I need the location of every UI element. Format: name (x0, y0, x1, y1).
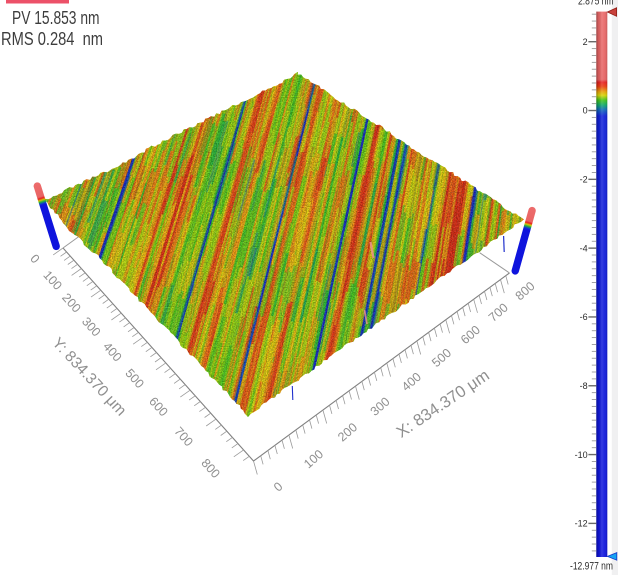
svg-text:2.875 nm: 2.875 nm (578, 0, 614, 7)
svg-text:100: 100 (301, 447, 326, 471)
svg-text:-12: -12 (575, 519, 588, 529)
svg-text:200: 200 (335, 420, 360, 444)
svg-text:-6: -6 (580, 312, 588, 322)
svg-text:300: 300 (368, 394, 393, 418)
svg-text:700: 700 (486, 300, 511, 324)
svg-text:0: 0 (583, 106, 588, 116)
svg-text:-10: -10 (575, 450, 588, 460)
svg-text:400: 400 (399, 370, 424, 394)
svg-text:500: 500 (122, 366, 146, 391)
svg-text:600: 600 (146, 394, 170, 419)
svg-text:0: 0 (27, 252, 42, 267)
svg-text:200: 200 (59, 291, 83, 316)
svg-text:-8: -8 (580, 381, 588, 391)
svg-text:-2: -2 (580, 175, 588, 185)
svg-text:0: 0 (271, 479, 285, 494)
svg-text:RMS 0.284 nm: RMS 0.284 nm (1, 29, 103, 49)
svg-text:300: 300 (79, 314, 103, 339)
svg-text:700: 700 (171, 424, 195, 449)
svg-text:600: 600 (458, 323, 483, 347)
svg-text:PV 15.853 nm: PV 15.853 nm (12, 8, 100, 28)
svg-text:-4: -4 (580, 243, 588, 253)
svg-text:500: 500 (429, 346, 454, 370)
svg-text:100: 100 (40, 268, 64, 293)
svg-text:800: 800 (513, 279, 538, 303)
svg-text:-12.977 nm: -12.977 nm (570, 561, 613, 573)
svg-text:800: 800 (198, 456, 222, 481)
svg-text:2: 2 (583, 37, 588, 47)
svg-text:400: 400 (100, 340, 124, 365)
